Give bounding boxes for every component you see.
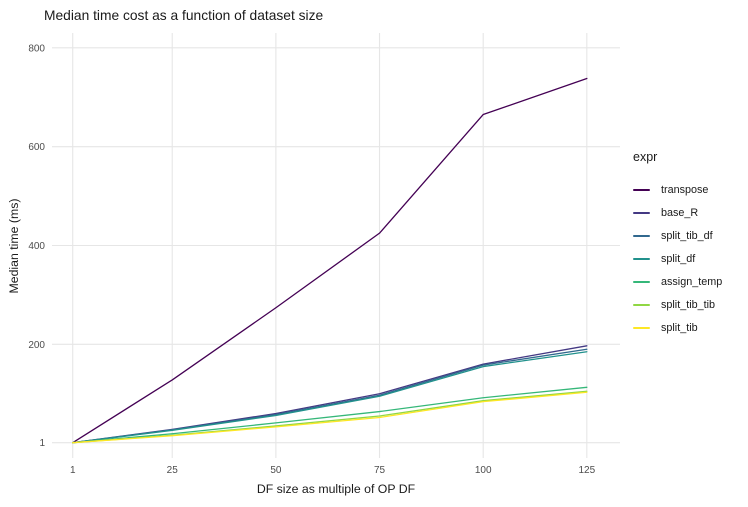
legend-item-split_tib_df: split_tib_df [633,224,745,247]
legend-item-assign_temp: assign_temp [633,270,745,293]
legend-line-swatch [633,280,650,283]
y-axis-label: Median time (ms) [7,198,21,294]
x-tick-label: 100 [475,465,492,476]
legend: expr transpose base_R split_tib_df split_df… [633,150,745,339]
chart-title: Median time cost as a function of datase… [44,8,324,23]
legend-line-swatch [633,326,650,329]
legend-label: transpose [661,183,709,196]
legend-line-swatch [633,211,650,214]
x-tick-label: 50 [270,465,282,476]
legend-label: base_R [661,206,699,219]
series-line-split_df [72,351,588,444]
x-tick-label: 25 [167,465,179,476]
x-tick-label: 75 [374,465,386,476]
legend-line-swatch [633,234,650,237]
legend-item-base_R: base_R [633,201,745,224]
y-tick-label: 200 [28,340,45,351]
legend-line-swatch [633,257,650,260]
y-tick-label: 800 [28,43,45,54]
legend-title: expr [633,150,658,164]
series-line-transpose [72,77,588,444]
legend-label: split_tib_tib [661,298,716,311]
legend-item-split_tib: split_tib [633,316,745,339]
legend-line-swatch [633,303,650,306]
legend-line-swatch [633,188,650,191]
legend-label: split_df [661,252,696,265]
series-line-assign_temp [72,386,588,444]
series-line-split_tib [72,391,588,444]
x-tick-label: 125 [578,465,595,476]
y-tick-label: 400 [28,241,45,252]
legend-item-split_tib_tib: split_tib_tib [633,293,745,316]
legend-label: split_tib_df [661,229,713,242]
y-tick-label: 1 [39,438,45,449]
x-axis-label: DF size as multiple of OP DF [256,482,416,496]
legend-item-transpose: transpose [633,178,745,201]
y-tick-label: 600 [28,142,45,153]
legend-label: assign_temp [661,275,723,288]
x-tick-label: 1 [70,465,76,476]
legend-item-split_df: split_df [633,247,745,270]
legend-label: split_tib [661,321,698,334]
